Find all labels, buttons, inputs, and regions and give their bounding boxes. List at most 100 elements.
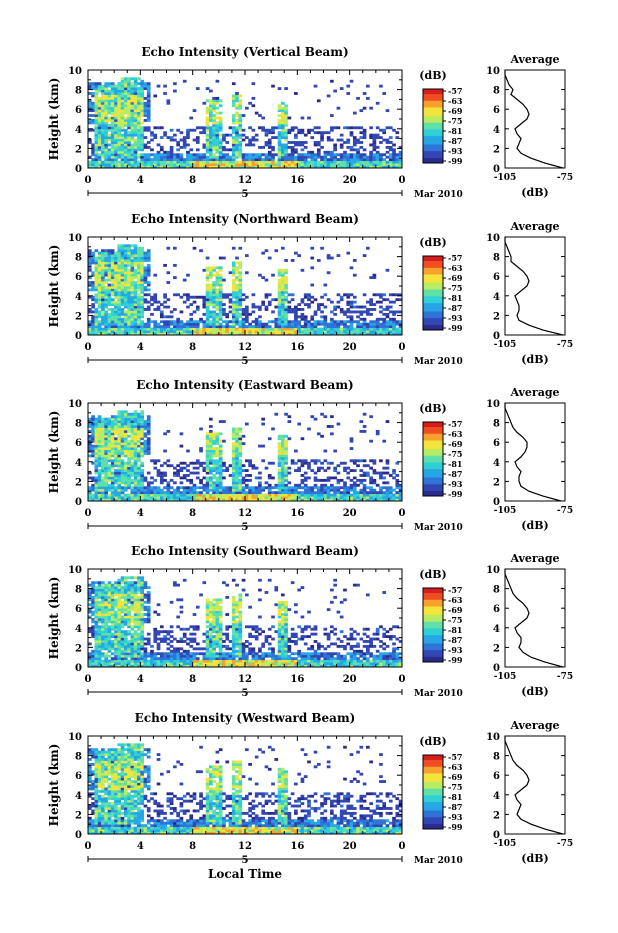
- heatmap-cell: [330, 301, 334, 304]
- heatmap-cell: [114, 141, 118, 144]
- heatmap-cell: [209, 104, 213, 107]
- heatmap-cell: [127, 413, 131, 416]
- heatmap-cell: [363, 153, 367, 156]
- heatmap-cell: [134, 158, 138, 161]
- heatmap-cell: [252, 163, 256, 166]
- heatmap-cell: [202, 158, 206, 161]
- heatmap-cell: [193, 311, 197, 314]
- heatmap-cell: [278, 486, 282, 489]
- heatmap-cell: [88, 320, 92, 323]
- heatmap-cell: [284, 131, 288, 134]
- heatmap-cell: [337, 323, 341, 326]
- heatmap-cell: [183, 301, 187, 304]
- heatmap-cell: [340, 496, 344, 499]
- heatmap-cell: [98, 161, 102, 164]
- heatmap-cell: [294, 306, 298, 309]
- heatmap-cell: [252, 136, 256, 139]
- heatmap-cell: [307, 464, 311, 467]
- heatmap-cell: [288, 415, 292, 418]
- heatmap-cell: [219, 274, 223, 277]
- heatmap-cell: [91, 158, 95, 161]
- heatmap-cell: [131, 279, 135, 282]
- heatmap-cell: [369, 494, 373, 497]
- heatmap-cell: [147, 486, 151, 489]
- heatmap-cell: [127, 415, 131, 418]
- heatmap-cell: [117, 141, 121, 144]
- heatmap-cell: [212, 477, 216, 480]
- heatmap-cell: [114, 271, 118, 274]
- heatmap-cell: [353, 156, 357, 159]
- heatmap-cell: [353, 462, 357, 465]
- heatmap-cell: [219, 134, 223, 137]
- heatmap-cell: [167, 271, 171, 274]
- heatmap-cell: [278, 126, 282, 129]
- heatmap-cell: [127, 161, 131, 164]
- heatmap-cell: [127, 112, 131, 115]
- heatmap-cell: [131, 266, 135, 269]
- heatmap-cell: [304, 494, 308, 497]
- heatmap-cell: [137, 286, 141, 289]
- heatmap-cell: [284, 454, 288, 457]
- heatmap-cell: [127, 126, 131, 129]
- heatmap-cell: [340, 486, 344, 489]
- heatmap-cell: [324, 486, 328, 489]
- heatmap-cell: [294, 134, 298, 137]
- heatmap-cell: [238, 496, 242, 499]
- heatmap-cell: [153, 293, 157, 296]
- heatmap-cell: [202, 477, 206, 480]
- heatmap-cell: [366, 308, 370, 311]
- heatmap-cell: [284, 306, 288, 309]
- heatmap-cell: [265, 129, 269, 132]
- heatmap-cell: [144, 423, 148, 426]
- colorbar-tick-label: -75: [448, 283, 462, 293]
- heatmap-cell: [131, 97, 135, 100]
- heatmap-cell: [196, 308, 200, 311]
- heatmap-cell: [193, 494, 197, 497]
- heatmap-cell: [225, 320, 229, 323]
- heatmap-cell: [98, 271, 102, 274]
- heatmap-cell: [104, 85, 108, 88]
- heatmap-cell: [157, 151, 161, 154]
- heatmap-cell: [147, 114, 151, 117]
- heatmap-cell: [163, 325, 167, 328]
- heatmap-cell: [297, 144, 301, 147]
- heatmap-cell: [180, 146, 184, 149]
- heatmap-cell: [108, 124, 112, 127]
- heatmap-cell: [333, 161, 337, 164]
- heatmap-cell: [337, 163, 341, 166]
- heatmap-cell: [98, 447, 102, 450]
- heatmap-cell: [274, 484, 278, 487]
- heatmap-cell: [281, 274, 285, 277]
- heatmap-cell: [108, 85, 112, 88]
- heatmap-cell: [117, 323, 121, 326]
- heatmap-cell: [232, 281, 236, 284]
- heatmap-cell: [137, 430, 141, 433]
- heatmap-cell: [157, 156, 161, 159]
- heatmap-cell: [186, 496, 190, 499]
- heatmap-cell: [124, 112, 128, 115]
- heatmap-cell: [307, 320, 311, 323]
- heatmap-cell: [235, 257, 239, 260]
- heatmap-cell: [111, 129, 115, 132]
- heatmap-cell: [95, 330, 99, 333]
- heatmap-cell: [101, 153, 105, 156]
- heatmap-cell: [137, 491, 141, 494]
- heatmap-cell: [212, 301, 216, 304]
- heatmap-cell: [261, 418, 265, 421]
- heatmap-cell: [150, 477, 154, 480]
- heatmap-cell: [235, 315, 239, 318]
- heatmap-cell: [369, 486, 373, 489]
- heatmap-cell: [131, 77, 135, 80]
- heatmap-cell: [346, 477, 350, 480]
- heatmap-cell: [271, 163, 275, 166]
- heatmap-cell: [147, 325, 151, 328]
- heatmap-cell: [232, 153, 236, 156]
- heatmap-cell: [255, 494, 259, 497]
- heatmap-cell: [121, 423, 125, 426]
- heatmap-cell: [212, 141, 216, 144]
- heatmap-cell: [104, 126, 108, 129]
- heatmap-cell: [265, 131, 269, 134]
- colorbar-tick-label: -81: [448, 293, 462, 303]
- heatmap-cell: [104, 288, 108, 291]
- heatmap-cell: [389, 325, 393, 328]
